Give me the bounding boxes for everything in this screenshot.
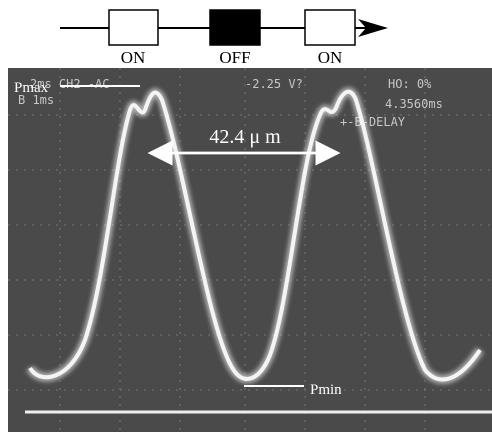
- pmin-label: Pmin: [310, 382, 342, 398]
- figure: ON OFF ON 2ms CH2 -AC -2.25 V? HO: 0% B …: [0, 0, 492, 432]
- scope-readout: +-B-DELAY: [340, 115, 406, 129]
- scope-readout: 4.3560ms: [385, 97, 443, 111]
- scope-readout: -2.25 V?: [245, 77, 303, 91]
- state-label: ON: [121, 48, 146, 67]
- off-box: [210, 10, 260, 45]
- scope-readout: HO: 0%: [388, 77, 432, 91]
- body: {"diagram": {"states": ["ON", "OFF", "ON…: [0, 0, 492, 432]
- state-label: OFF: [219, 48, 250, 67]
- on-box: [305, 10, 355, 45]
- state-label: ON: [318, 48, 343, 67]
- switch-diagram: ON OFF ON: [60, 10, 388, 67]
- period-label: 42.4 μ m: [209, 126, 281, 148]
- oscilloscope-screen: 2ms CH2 -AC -2.25 V? HO: 0% B 1ms 4.3560…: [8, 68, 492, 432]
- on-box: [109, 10, 158, 45]
- pmax-label: Pmax: [14, 80, 49, 96]
- page: html, body { margin: 0; padding: 0; widt…: [0, 0, 492, 432]
